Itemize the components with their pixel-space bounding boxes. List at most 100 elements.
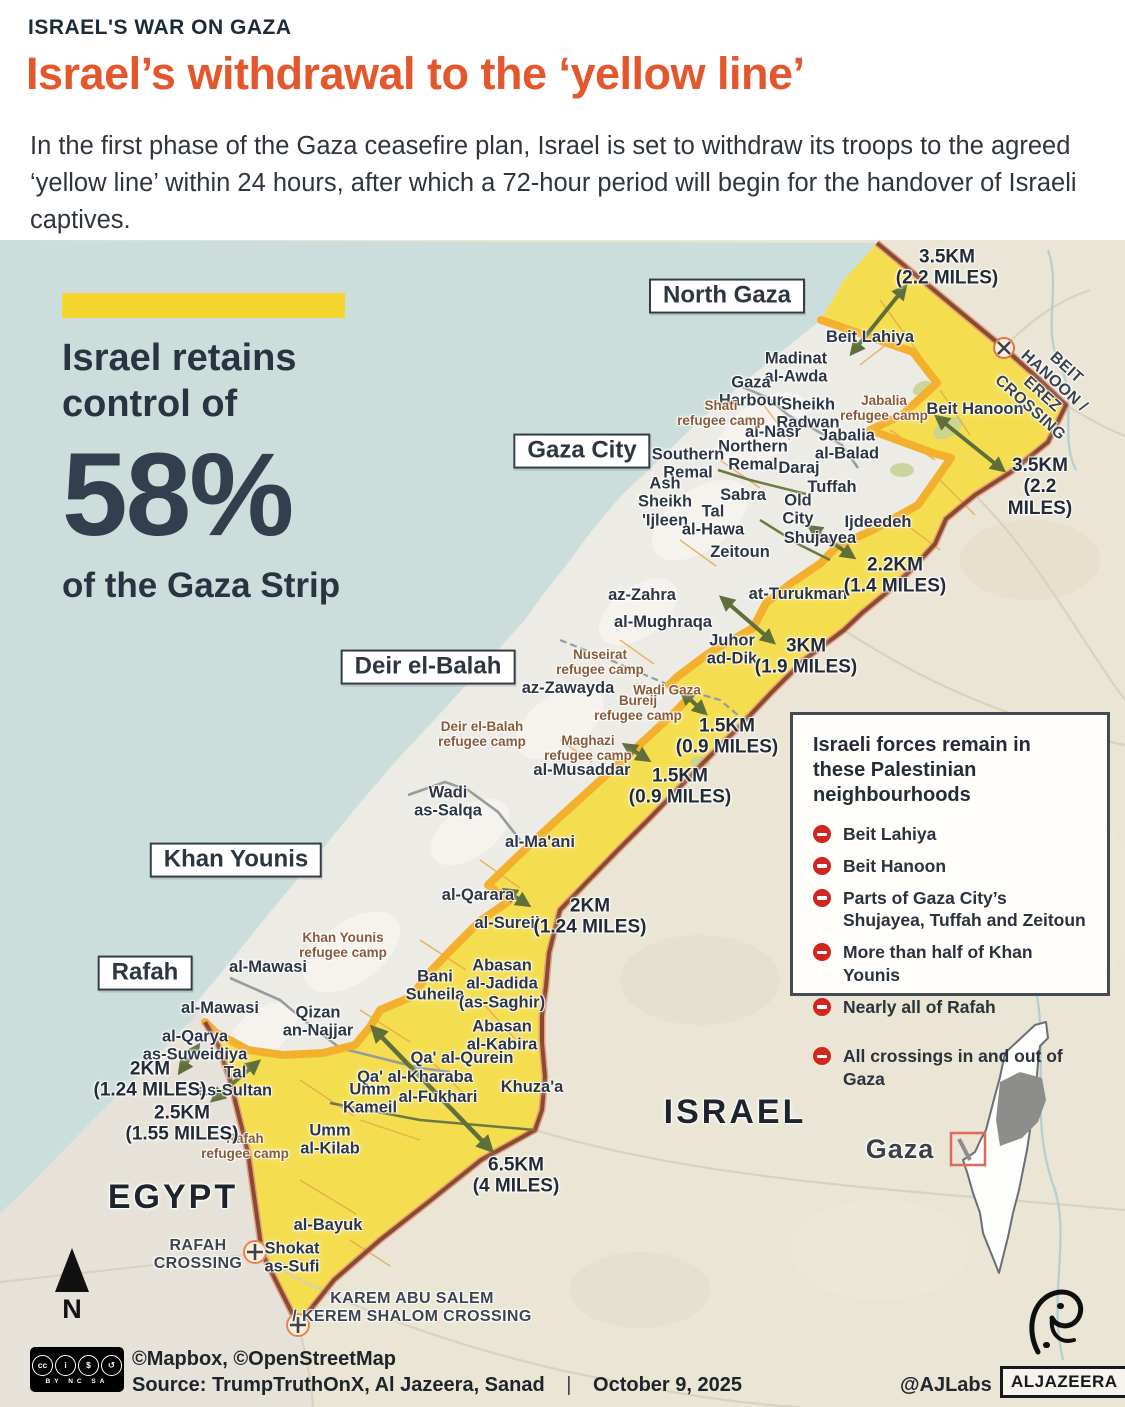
refugee-camp-label: Bureij refugee camp <box>594 692 682 723</box>
place-label: al-Ma'ani <box>505 832 575 851</box>
place-label: Abasan al-Jadida (as-Saghir) <box>458 956 546 1012</box>
mediterranean-sea <box>0 240 877 1213</box>
distance-label: 3KM (1.9 MILES) <box>754 635 858 678</box>
place-label: Old City <box>782 491 814 528</box>
legend-item: Nearly all of Rafah <box>813 996 1087 1019</box>
distance-label: 1.5KM (0.9 MILES) <box>628 765 732 808</box>
distance-label: 3.5KM (2.2 MILES) <box>895 246 999 289</box>
place-label: Qizan an-Najjar <box>282 1003 354 1040</box>
place-label: al-Musaddar <box>533 760 631 779</box>
place-label: Qa' al-Kharaba <box>357 1067 473 1086</box>
no-entry-icon <box>813 943 831 961</box>
cc-by-icon: i <box>55 1354 76 1376</box>
legend-item: Parts of Gaza City’s Shujayea, Tuffah an… <box>813 887 1087 933</box>
legend-title: Israeli forces remain in these Palestini… <box>813 734 1031 806</box>
legend-box: Israeli forces remain in these Palestini… <box>790 712 1110 1089</box>
crossing-label: RAFAH CROSSING <box>153 1237 243 1272</box>
place-label: Zeitoun <box>710 542 770 561</box>
cc-sub-label: BY NC SA <box>45 1377 109 1385</box>
place-label: al-Mawasi <box>181 998 259 1017</box>
place-label: al-Fukhari <box>398 1087 478 1106</box>
refugee-camp-label: Deir el-Balah refugee camp <box>438 718 526 749</box>
intro-paragraph: In the first phase of the Gaza ceasefire… <box>30 132 1077 234</box>
legend-item-label: More than half of Khan Younis <box>843 942 1033 985</box>
yellow-accent-bar <box>62 293 345 318</box>
source-text: Source: TrumpTruthOnX, Al Jazeera, Sanad <box>132 1374 545 1396</box>
west-bank-shape <box>996 1072 1046 1146</box>
place-label: Bani Suheila <box>405 967 465 1004</box>
place-label: al-Qarya as-Suweidiya <box>142 1027 248 1064</box>
country-label: ISRAEL <box>663 1092 807 1131</box>
place-label: Umm al-Kilab <box>300 1121 360 1158</box>
place-label: Southern Remal <box>651 445 725 482</box>
stat-sub: of the Gaza Strip <box>62 565 341 605</box>
refugee-camp-label: Jabalia refugee camp <box>840 392 928 423</box>
legend-item-label: All crossings in and out of Gaza <box>843 1046 1063 1089</box>
place-label: Tal al-Hawa <box>681 502 745 539</box>
distance-label: 2KM (1.24 MILES) <box>93 1058 207 1101</box>
inset-gaza-label: Gaza <box>865 1133 935 1164</box>
map-attribution: ©Mapbox, ©OpenStreetMap <box>132 1348 396 1370</box>
stat-value: 58% <box>62 428 294 561</box>
region-label: Rafah <box>97 955 193 991</box>
date-text: October 9, 2025 <box>593 1374 742 1396</box>
legend-item-label: Nearly all of Rafah <box>843 996 996 1017</box>
header: ISRAEL'S WAR ON GAZA Israel’s withdrawal… <box>0 0 1125 240</box>
distance-label: 2.2KM (1.4 MILES) <box>843 554 947 597</box>
place-label: Gaza Harbour <box>718 373 784 410</box>
place-label: Sabra <box>720 485 766 504</box>
region-label: North Gaza <box>648 278 806 314</box>
place-label: Umm Kameil <box>342 1080 398 1117</box>
distance-arrows <box>177 283 1007 1154</box>
place-label: al-Sureij <box>474 913 540 932</box>
place-label: Sheikh Radwan <box>776 395 840 432</box>
gaza-locator-box <box>949 1131 987 1167</box>
place-label: al-Bayuk <box>293 1215 363 1234</box>
region-label: Gaza City <box>513 433 651 469</box>
north-indicator: N <box>50 1248 94 1325</box>
israel-inset-map <box>949 1021 1049 1274</box>
kicker: ISRAEL'S WAR ON GAZA <box>28 16 292 39</box>
legend-item: Beit Hanoon <box>813 855 1087 878</box>
no-entry-icon <box>813 825 831 843</box>
refugee-camp-label: Nuseirat refugee camp <box>556 646 644 677</box>
place-label: Tuffah <box>807 477 857 496</box>
place-label: az-Zahra <box>608 585 676 604</box>
place-label: Abasan al-Kabira <box>466 1017 538 1054</box>
gaza-strip-inset <box>957 1138 972 1161</box>
no-entry-icon <box>813 856 831 875</box>
place-label: Khuza'a <box>500 1077 564 1096</box>
source-line: Source: TrumpTruthOnX, Al Jazeera, Sanad… <box>132 1374 742 1397</box>
place-label: at-Turukman <box>748 584 848 603</box>
place-label: al-Mughraqa <box>613 612 713 631</box>
place-label: Daraj <box>778 458 820 477</box>
place-label: al-Mawasi <box>229 957 307 976</box>
rafah-crossing-icon <box>243 1240 267 1264</box>
crossing-label: KAREM ABU SALEM / KEREM SHALOM CROSSING <box>292 1290 532 1325</box>
place-label: Shujayea <box>783 528 857 547</box>
ajlabs-handle: @AJLabs <box>900 1374 992 1396</box>
cc-nc-icon: $ <box>78 1354 99 1376</box>
north-arrow-icon <box>55 1248 89 1292</box>
legend-items: Beit Lahiya Beit Hanoon Parts of Gaza City… <box>813 823 1087 1091</box>
place-label: Madinat al-Awda <box>764 349 828 386</box>
separator: | <box>566 1374 572 1396</box>
place-label: Ash Sheikh 'Ijleen <box>637 474 693 530</box>
country-label: EGYPT <box>107 1177 239 1216</box>
cc-icon: cc <box>32 1354 53 1376</box>
place-label: Tal as-Sultan <box>197 1063 273 1100</box>
legend-item: Beit Lahiya <box>813 823 1087 846</box>
legend-item-label: Beit Hanoon <box>843 855 947 876</box>
place-label: Wadi as-Salqa <box>414 783 482 820</box>
place-label: al-Nasr <box>745 422 801 441</box>
crossing-icons <box>243 337 1015 1337</box>
stat-lead: Israel retains control of <box>62 337 297 426</box>
place-label: Beit Lahiya <box>825 327 915 346</box>
refugee-camp-label: Wadi Gaza <box>633 682 701 698</box>
creative-commons-badge: cc i $ ↺ BY NC SA <box>30 1347 124 1392</box>
place-label: Juhor ad-Dik <box>706 631 758 668</box>
refugee-camp-label: Shati refugee camp <box>677 397 765 428</box>
legend-item-label: Parts of Gaza City’s Shujayea, Tuffah an… <box>843 887 1086 931</box>
place-label: Qa' al-Qurein <box>410 1048 514 1067</box>
